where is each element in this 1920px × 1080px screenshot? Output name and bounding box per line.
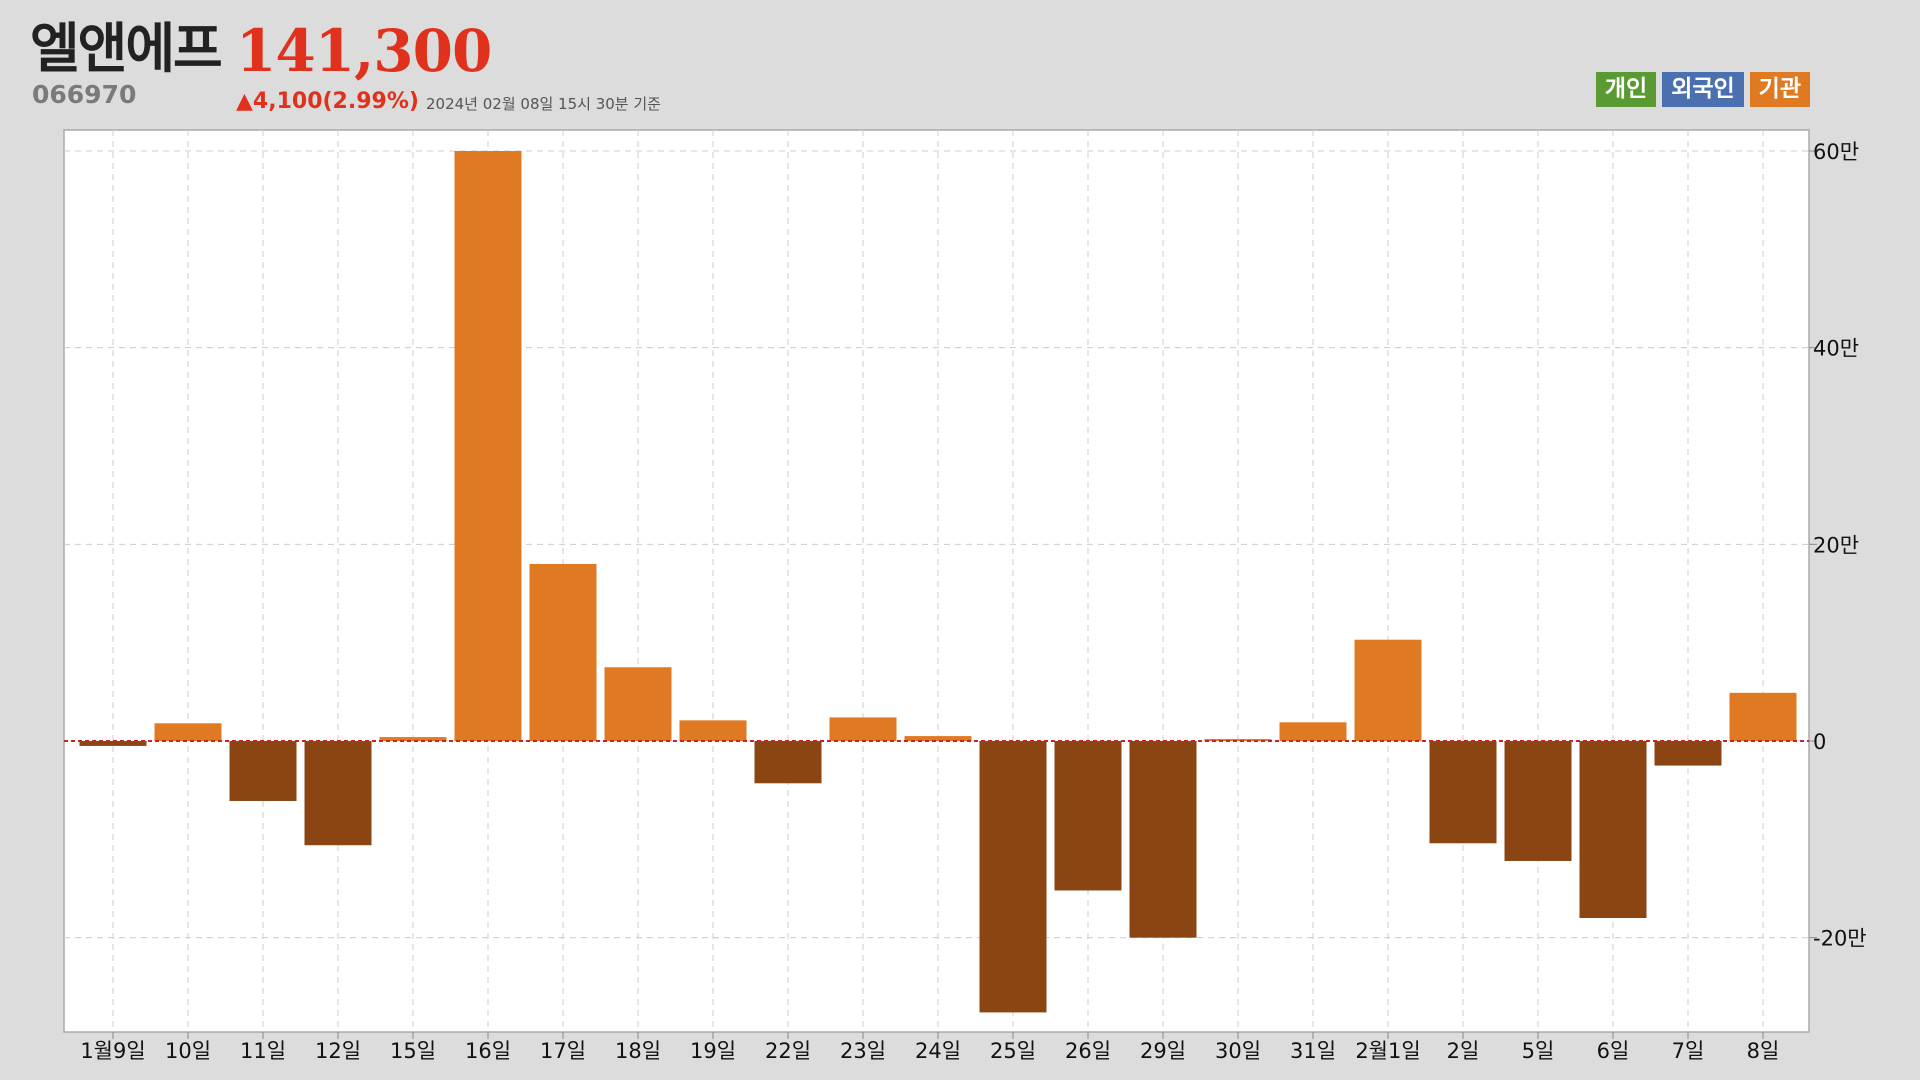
- x-tick-label: 17일: [540, 1039, 586, 1063]
- timestamp: 2024년 02월 08일 15시 30분 기준: [426, 95, 661, 113]
- bar: [979, 741, 1047, 1013]
- x-tick-label: 8일: [1747, 1039, 1780, 1063]
- x-tick-label: 6일: [1597, 1039, 1630, 1063]
- x-tick-label: 25일: [990, 1039, 1036, 1063]
- legend-foreign[interactable]: 외국인: [1662, 72, 1744, 108]
- y-tick-label: 60만: [1813, 140, 1859, 164]
- x-tick-label: 15일: [390, 1039, 436, 1063]
- investor-legend: 개인 외국인 기관: [1595, 72, 1810, 108]
- bar: [604, 667, 672, 741]
- bar: [154, 723, 222, 741]
- bar: [1654, 741, 1722, 766]
- x-tick-label: 31일: [1290, 1039, 1336, 1063]
- bar: [1129, 741, 1197, 938]
- x-tick-label: 30일: [1215, 1039, 1261, 1063]
- y-tick-label: 20만: [1813, 533, 1859, 557]
- bar: [1279, 722, 1347, 741]
- bar: [454, 151, 522, 741]
- y-tick-label: -20만: [1813, 927, 1867, 951]
- y-tick-label: 40만: [1813, 337, 1859, 361]
- x-tick-label: 1월9일: [80, 1039, 145, 1063]
- x-tick-label: 12일: [315, 1039, 361, 1063]
- bar: [904, 736, 972, 741]
- bar: [1504, 741, 1572, 861]
- bar: [1054, 741, 1122, 891]
- bar: [229, 741, 297, 801]
- x-tick-label: 26일: [1065, 1039, 1111, 1063]
- bar: [1579, 741, 1647, 918]
- legend-institution[interactable]: 기관: [1749, 72, 1810, 108]
- y-tick-label: 0: [1813, 730, 1826, 754]
- x-tick-label: 29일: [1140, 1039, 1186, 1063]
- plot-area: [63, 129, 1810, 1033]
- x-tick-label: 22일: [765, 1039, 811, 1063]
- bar: [829, 717, 897, 741]
- stock-name: 엘앤에프: [30, 17, 223, 80]
- price-change: ▲4,100(2.99%): [236, 89, 419, 114]
- x-tick-label: 16일: [465, 1039, 511, 1063]
- bar: [1204, 739, 1272, 742]
- x-tick-label: 19일: [690, 1039, 736, 1063]
- bar: [304, 741, 372, 846]
- x-tick-label: 10일: [165, 1039, 211, 1063]
- bar: [754, 741, 822, 784]
- bar: [79, 741, 147, 746]
- x-tick-label: 2월1일: [1355, 1039, 1420, 1063]
- bar: [529, 564, 597, 741]
- x-tick-label: 24일: [915, 1039, 961, 1063]
- stock-code: 066970: [32, 80, 137, 109]
- bar: [679, 720, 747, 741]
- x-tick-label: 5일: [1522, 1039, 1555, 1063]
- legend-individual[interactable]: 개인: [1595, 72, 1657, 108]
- x-tick-label: 11일: [240, 1039, 286, 1063]
- x-tick-label: 18일: [615, 1039, 661, 1063]
- bar: [379, 737, 447, 741]
- bar: [1429, 741, 1497, 844]
- bar: [1729, 692, 1797, 741]
- x-tick-label: 2일: [1447, 1039, 1480, 1063]
- stock-price: 141,300: [236, 17, 492, 85]
- x-tick-label: 23일: [840, 1039, 886, 1063]
- x-tick-label: 7일: [1672, 1039, 1705, 1063]
- bar: [1354, 639, 1422, 741]
